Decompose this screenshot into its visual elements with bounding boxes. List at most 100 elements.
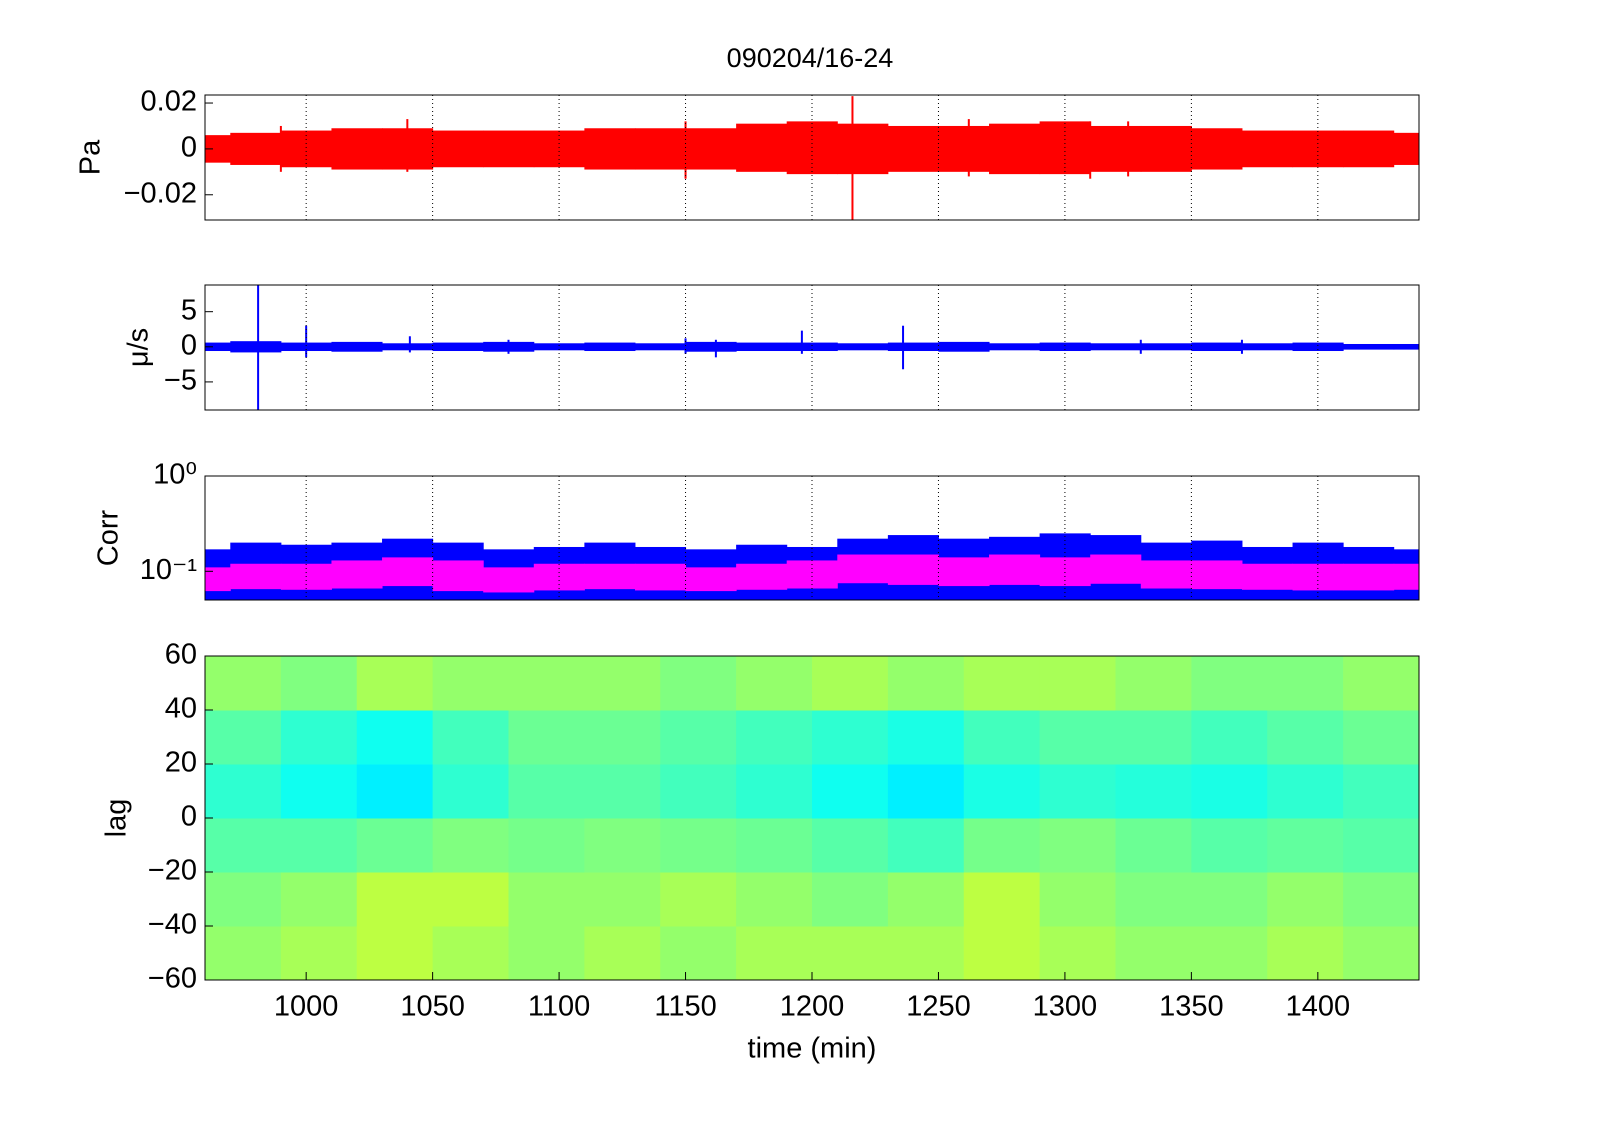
- y-axis-label: μ/s: [123, 328, 155, 367]
- x-axis-label: time (min): [748, 1033, 877, 1065]
- heat-cell: [963, 926, 1041, 980]
- heat-cell: [356, 818, 434, 873]
- envelope: [1039, 557, 1091, 587]
- heat-cell: [963, 872, 1041, 927]
- heat-cell: [660, 818, 737, 873]
- heat-cell: [584, 764, 661, 819]
- envelope: [230, 563, 282, 590]
- heat-cell: [1191, 872, 1268, 927]
- heat-cell: [660, 764, 737, 819]
- envelope: [989, 554, 1041, 585]
- heat-cell: [432, 818, 509, 873]
- heat-cell: [508, 710, 585, 765]
- heat-cell: [887, 818, 965, 873]
- envelope: [887, 342, 939, 352]
- envelope: [432, 560, 484, 592]
- y-axis-label: lag: [101, 799, 133, 838]
- envelope: [837, 554, 889, 584]
- envelope: [837, 343, 889, 351]
- plot-area: [205, 96, 1419, 220]
- heat-cell: [660, 656, 737, 711]
- envelope: [432, 342, 484, 352]
- plot-area: [205, 656, 1419, 980]
- heat-cell: [963, 656, 1041, 711]
- envelope: [1393, 343, 1419, 350]
- heat-cell: [205, 818, 282, 873]
- envelope: [1343, 343, 1395, 350]
- envelope: [634, 563, 687, 591]
- envelope: [382, 343, 434, 351]
- envelope: [230, 341, 282, 353]
- heat-cell: [1343, 656, 1419, 711]
- heat-cell: [963, 710, 1041, 765]
- heat-cell: [812, 818, 889, 873]
- heat-cell: [963, 764, 1041, 819]
- heat-cell: [432, 764, 509, 819]
- envelope: [1191, 128, 1243, 170]
- x-tick-label: 1100: [528, 991, 590, 1023]
- heat-cell: [432, 710, 509, 765]
- heat-cell: [1267, 818, 1344, 873]
- x-tick-label: 1400: [1286, 991, 1351, 1023]
- heat-cell: [887, 764, 965, 819]
- heat-cell: [736, 926, 813, 980]
- heat-cell: [736, 656, 813, 711]
- heat-cell: [1191, 710, 1268, 765]
- x-tick-label: 1350: [1159, 991, 1224, 1023]
- heat-cell: [812, 926, 889, 980]
- envelope: [205, 567, 231, 592]
- heat-cell: [1267, 764, 1344, 819]
- heat-cell: [1191, 656, 1268, 711]
- envelope: [938, 557, 990, 587]
- heat-cell: [1267, 710, 1344, 765]
- heat-cell: [432, 872, 509, 927]
- figure-title: 090204/16-24: [727, 43, 894, 73]
- heat-cell: [205, 764, 282, 819]
- heat-cell: [280, 764, 358, 819]
- y-tick-label: 10⁰: [153, 459, 197, 491]
- envelope: [634, 343, 687, 351]
- heat-cell: [812, 872, 889, 927]
- heat-cell: [812, 764, 889, 819]
- heat-cell: [660, 872, 737, 927]
- heat-cell: [205, 926, 282, 980]
- heat-cell: [205, 710, 282, 765]
- plot-area: [205, 285, 1419, 410]
- envelope: [205, 342, 231, 352]
- axes-frame: [204, 655, 1420, 981]
- heat-cell: [887, 926, 965, 980]
- heat-cell: [1039, 872, 1116, 927]
- heat-cell: [356, 872, 434, 927]
- heat-cell: [812, 710, 889, 765]
- envelope: [736, 342, 788, 352]
- envelope: [533, 563, 585, 591]
- heat-cell: [887, 710, 965, 765]
- heat-cell: [508, 818, 585, 873]
- heat-cell: [1267, 872, 1344, 927]
- plot-area: [205, 533, 1419, 600]
- heat-cell: [356, 926, 434, 980]
- envelope: [1292, 130, 1344, 168]
- envelope: [837, 123, 889, 175]
- x-tick-label: 1300: [1033, 991, 1098, 1023]
- heat-cell: [1343, 872, 1419, 927]
- envelope: [786, 560, 838, 589]
- envelope: [432, 130, 484, 168]
- envelope: [1140, 560, 1192, 589]
- envelope: [331, 128, 383, 170]
- envelope: [887, 125, 939, 172]
- heat-cell: [508, 926, 585, 980]
- envelope: [1393, 563, 1419, 590]
- envelope: [1140, 343, 1192, 351]
- y-tick-label: 20: [165, 747, 197, 779]
- heat-cell: [432, 656, 509, 711]
- envelope: [1090, 343, 1142, 351]
- envelope: [1140, 125, 1192, 172]
- heat-cell: [584, 818, 661, 873]
- heat-cell: [280, 872, 358, 927]
- heat-cell: [736, 764, 813, 819]
- envelope: [483, 567, 535, 593]
- envelope: [1241, 130, 1294, 168]
- heat-cell: [1267, 926, 1344, 980]
- heat-cell: [356, 764, 434, 819]
